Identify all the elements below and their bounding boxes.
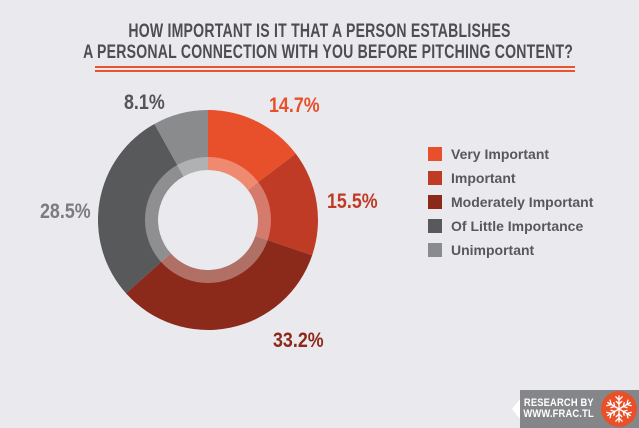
legend-item: Of Little Importance bbox=[428, 218, 593, 234]
legend-label: Of Little Importance bbox=[451, 218, 584, 234]
research-credit-line2: WWW.FRAC.TL bbox=[523, 408, 594, 420]
research-credit-badge: RESEARCH BY WWW.FRAC.TL bbox=[520, 390, 639, 428]
legend-item: Very Important bbox=[428, 146, 593, 162]
slice-value-label-of-little-importance: 28.5% bbox=[40, 200, 91, 223]
donut-slice-moderately-important bbox=[125, 236, 313, 330]
chart-title-text: HOW IMPORTANT IS IT THAT A PERSON ESTABL… bbox=[83, 21, 574, 63]
legend-swatch bbox=[428, 147, 442, 161]
donut-slice-very-important bbox=[208, 110, 296, 190]
legend-item: Important bbox=[428, 170, 593, 186]
chart-legend: Very Important Important Moderately Import… bbox=[428, 146, 594, 267]
legend-swatch bbox=[428, 219, 442, 233]
legend-item: Moderately Important bbox=[428, 194, 594, 210]
legend-label: Unimportant bbox=[451, 242, 535, 258]
donut-inner-highlight bbox=[145, 157, 271, 283]
donut-slice-important bbox=[247, 153, 318, 256]
legend-swatch bbox=[428, 195, 442, 209]
donut-chart bbox=[88, 100, 328, 340]
snowflake-icon bbox=[605, 395, 633, 423]
legend-label: Important bbox=[451, 170, 516, 186]
slice-value-label-very-important: 14.7% bbox=[269, 94, 320, 117]
fractl-logo bbox=[601, 391, 637, 427]
title-underline bbox=[94, 66, 575, 72]
legend-label: Moderately Important bbox=[451, 194, 594, 210]
chart-title: HOW IMPORTANT IS IT THAT A PERSON ESTABL… bbox=[0, 21, 639, 72]
legend-swatch bbox=[428, 243, 442, 257]
chart-title-line1: HOW IMPORTANT IS IT THAT A PERSON ESTABL… bbox=[128, 21, 511, 42]
donut-slice-of-little-importance bbox=[98, 123, 184, 294]
research-credit-line1: RESEARCH BY bbox=[524, 397, 594, 409]
legend-swatch bbox=[428, 171, 442, 185]
slice-value-label-important: 15.5% bbox=[327, 190, 378, 213]
slice-value-label-moderately-important: 33.2% bbox=[273, 329, 324, 352]
legend-item: Unimportant bbox=[428, 242, 593, 258]
chart-title-line2: A PERSONAL CONNECTION WITH YOU BEFORE PI… bbox=[83, 42, 574, 63]
donut-slice-unimportant bbox=[154, 110, 208, 177]
slice-value-label-unimportant: 8.1% bbox=[124, 91, 165, 114]
research-credit-text: RESEARCH BY WWW.FRAC.TL bbox=[524, 398, 594, 420]
legend-label: Very Important bbox=[451, 146, 550, 162]
